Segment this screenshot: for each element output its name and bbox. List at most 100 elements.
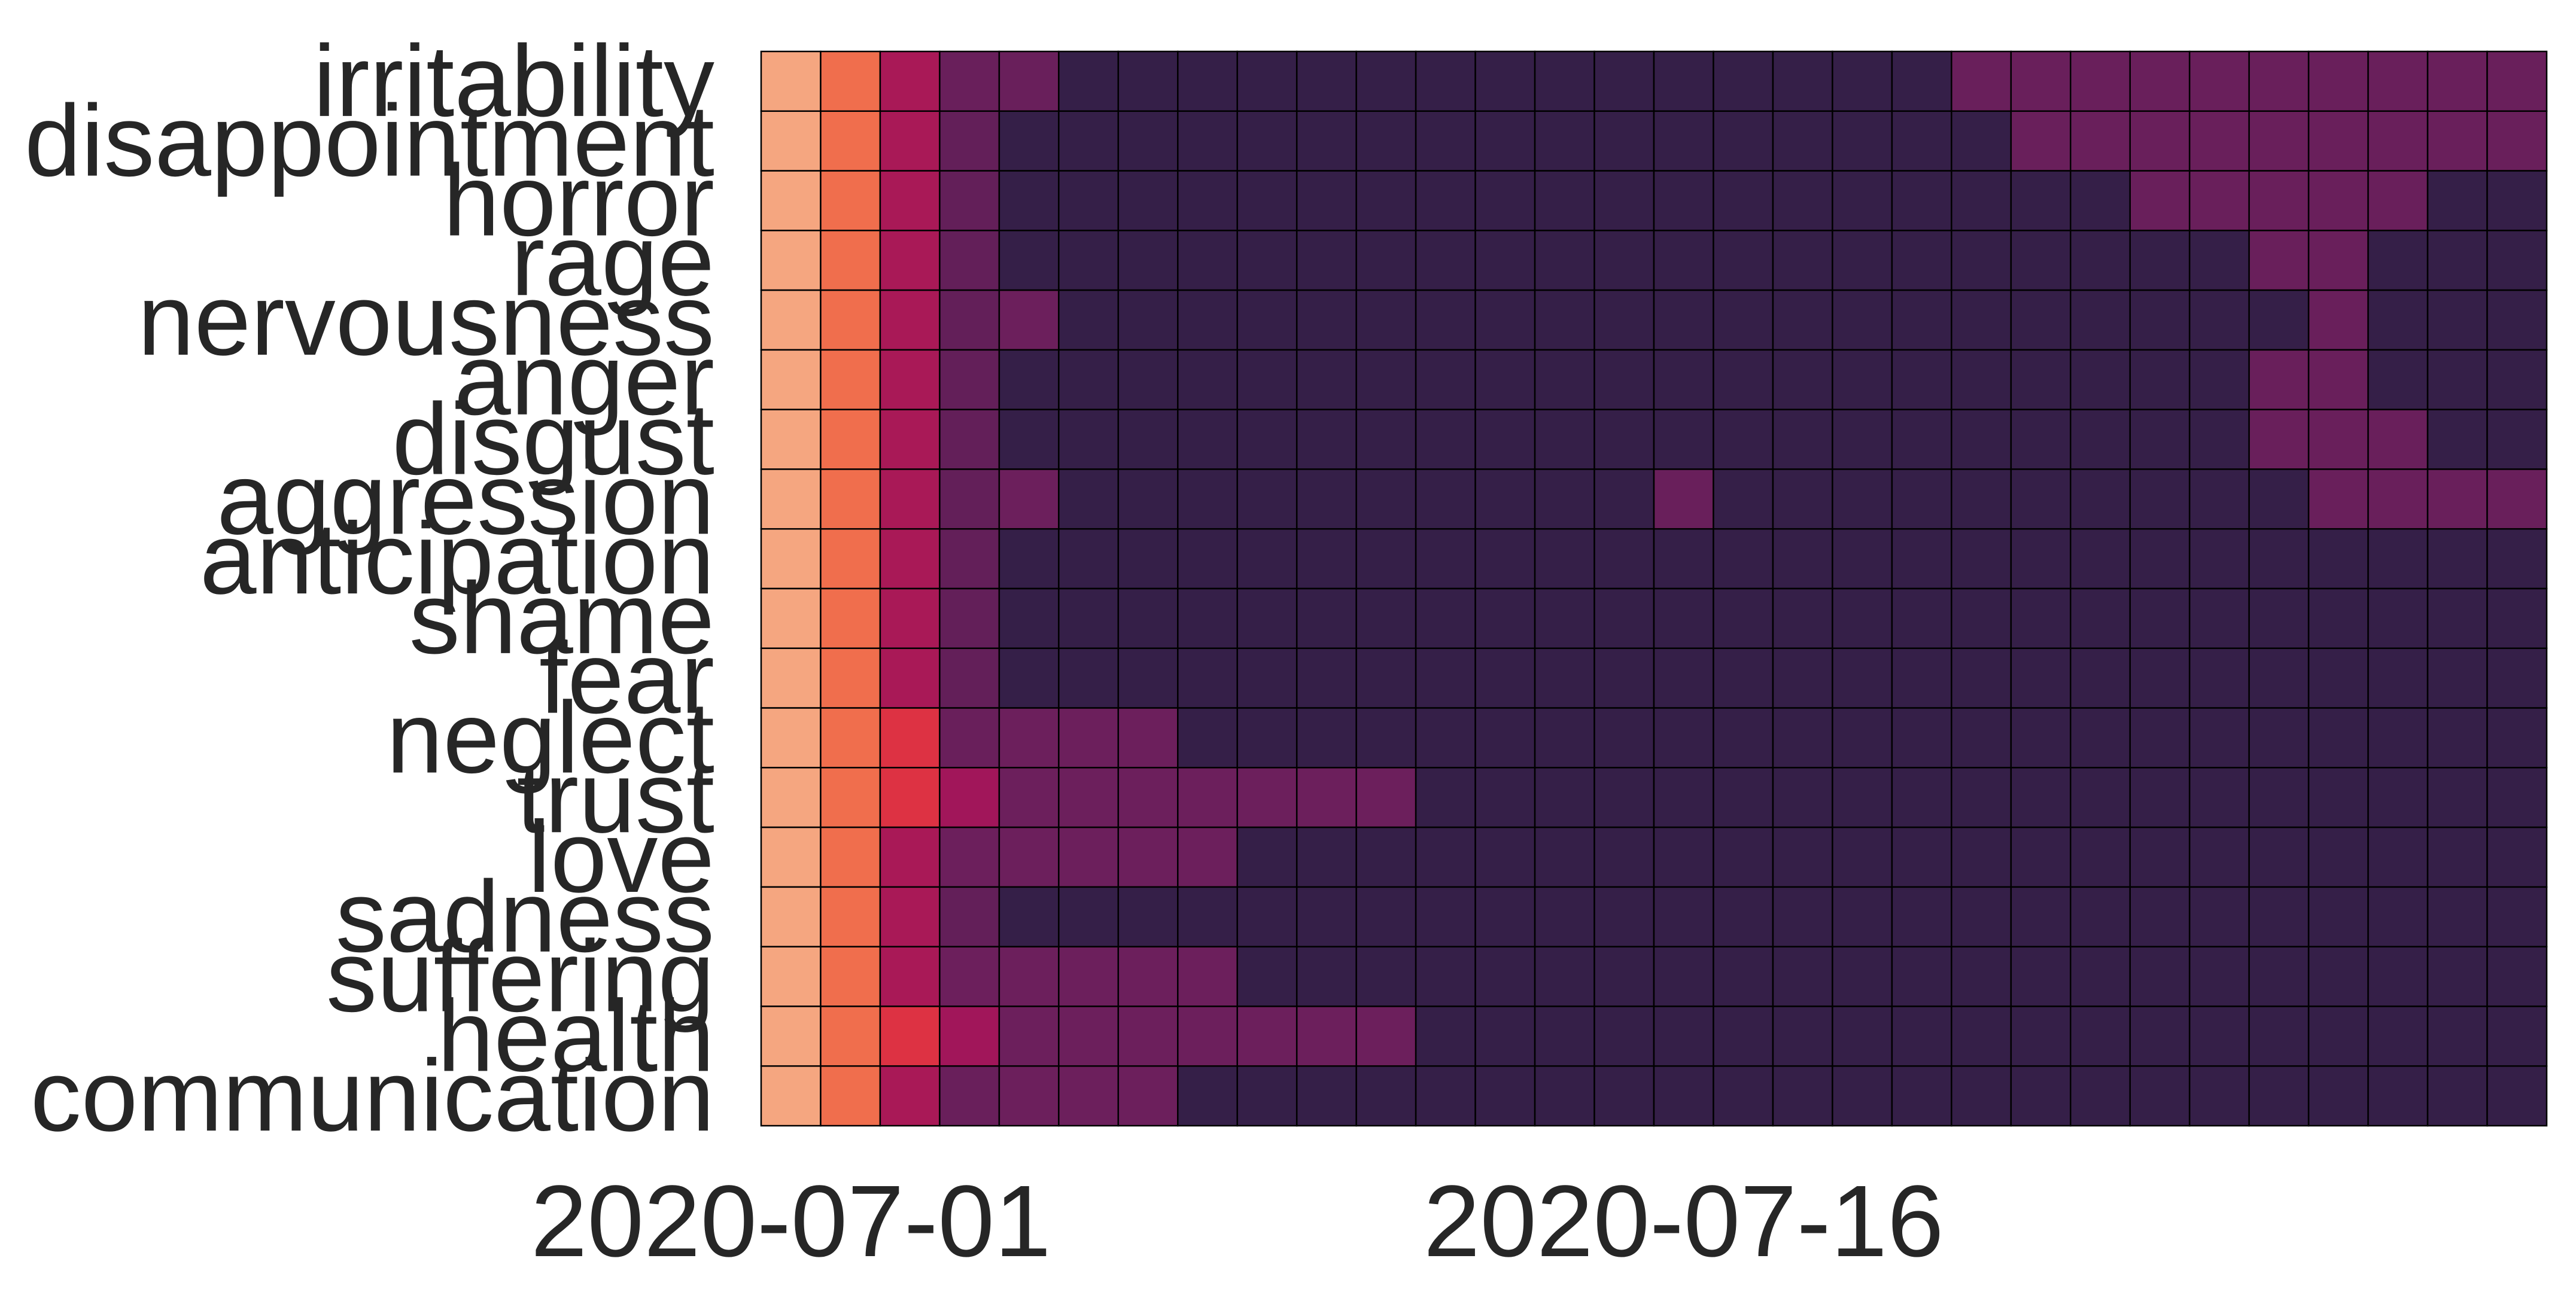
- heatmap-cell: [1653, 826, 1714, 888]
- heatmap-cell: [1295, 50, 1357, 112]
- y-tick-labels: irritabilitydisappointmenthorrorragenerv…: [25, 25, 714, 1153]
- heatmap-cell: [1295, 767, 1357, 828]
- heatmap-cell: [1295, 289, 1357, 351]
- heatmap-cell: [760, 349, 822, 410]
- heatmap-cell: [1653, 767, 1714, 828]
- heatmap-cell: [2010, 110, 2072, 172]
- heatmap-cell: [1474, 1006, 1536, 1067]
- heatmap-cell: [1295, 1006, 1357, 1067]
- heatmap-cell: [2367, 468, 2429, 530]
- y-tick-label: health: [437, 979, 714, 1093]
- heatmap-cell: [1117, 409, 1179, 470]
- heatmap-cell: [1415, 707, 1476, 769]
- heatmap-cell: [2188, 587, 2250, 650]
- heatmap-cell: [998, 587, 1060, 650]
- heatmap-cell: [1117, 647, 1179, 709]
- heatmap-cell: [1772, 946, 1833, 1007]
- heatmap-cell: [1832, 886, 1893, 947]
- heatmap-cell: [1058, 230, 1120, 291]
- heatmap-cell: [2129, 767, 2191, 828]
- heatmap-cell: [760, 707, 822, 769]
- heatmap-cell: [1415, 826, 1476, 888]
- heatmap-cell: [1534, 409, 1595, 470]
- heatmap-cell: [2367, 1006, 2429, 1067]
- heatmap-cell: [1832, 528, 1893, 590]
- heatmap-cell: [1415, 528, 1476, 590]
- heatmap-cell: [2426, 230, 2488, 291]
- heatmap-cell: [2367, 587, 2429, 650]
- heatmap-cell: [1713, 1065, 1774, 1127]
- heatmap-cell: [1117, 468, 1179, 530]
- heatmap-cell: [820, 468, 881, 530]
- heatmap-cell: [1117, 50, 1179, 112]
- heatmap-cell: [1891, 528, 1952, 590]
- heatmap-cell: [998, 409, 1060, 470]
- heatmap-cell: [1772, 289, 1833, 351]
- heatmap-cell: [2070, 349, 2131, 410]
- heatmap-cell: [1415, 886, 1476, 947]
- y-tick-label: love: [528, 800, 714, 914]
- heatmap-cell: [1236, 110, 1298, 172]
- heatmap-cell: [1355, 170, 1417, 231]
- heatmap-cell: [2367, 826, 2429, 888]
- heatmap-cell: [820, 1065, 881, 1127]
- heatmap-cell: [1593, 647, 1655, 709]
- heatmap-cell: [2367, 230, 2429, 291]
- heatmap-cell: [760, 767, 822, 828]
- heatmap-cell: [2070, 587, 2131, 650]
- heatmap-cell: [1891, 50, 1952, 112]
- heatmap-cell: [1295, 647, 1357, 709]
- heatmap-cell: [1593, 230, 1655, 291]
- heatmap-cell: [1177, 409, 1238, 470]
- heatmap-cell: [939, 50, 1000, 112]
- y-tick-label: anger: [454, 323, 714, 437]
- heatmap-cell: [1832, 647, 1893, 709]
- heatmap-cell: [1355, 409, 1417, 470]
- y-tick-label: shame: [409, 562, 714, 675]
- heatmap-cell: [1355, 587, 1417, 650]
- heatmap-cell: [1295, 409, 1357, 470]
- heatmap-cell: [2188, 349, 2250, 410]
- heatmap-cell: [1177, 230, 1238, 291]
- heatmap-cell: [1713, 289, 1774, 351]
- heatmap-cell: [1236, 946, 1298, 1007]
- heatmap-cell: [2307, 409, 2369, 470]
- heatmap-cell: [879, 409, 941, 470]
- heatmap-cell: [1891, 707, 1952, 769]
- heatmap-cell: [2070, 468, 2131, 530]
- heatmap-cell: [1058, 1065, 1120, 1127]
- heatmap-cell: [1058, 409, 1120, 470]
- heatmap-cell: [760, 946, 822, 1007]
- heatmap-cell: [2010, 349, 2072, 410]
- heatmap-cell: [1593, 349, 1655, 410]
- heatmap-cell: [1653, 1065, 1714, 1127]
- heatmap-cell: [1593, 946, 1655, 1007]
- heatmap-cell: [760, 409, 822, 470]
- heatmap-cell: [1772, 50, 1833, 112]
- heatmap-cell: [1415, 289, 1476, 351]
- heatmap-cell: [2486, 886, 2548, 947]
- heatmap-cell: [1713, 1006, 1774, 1067]
- heatmap-cell: [2486, 468, 2548, 530]
- heatmap-cell: [2010, 409, 2072, 470]
- heatmap-cell: [1295, 349, 1357, 410]
- heatmap-cell: [1295, 468, 1357, 530]
- heatmap-cell: [1058, 289, 1120, 351]
- heatmap-cell: [1474, 468, 1536, 530]
- heatmap-cell: [1295, 1065, 1357, 1127]
- heatmap-cell: [1415, 587, 1476, 650]
- heatmap-cell: [1772, 170, 1833, 231]
- heatmap-cell: [1474, 946, 1536, 1007]
- heatmap-cell: [1951, 289, 2012, 351]
- heatmap-cell: [2010, 528, 2072, 590]
- heatmap-cell: [2426, 110, 2488, 172]
- heatmap-cell: [2248, 468, 2310, 530]
- heatmap-cell: [1593, 289, 1655, 351]
- heatmap-cell: [1891, 1065, 1952, 1127]
- heatmap-cell: [1713, 110, 1774, 172]
- heatmap-cell: [998, 468, 1060, 530]
- heatmap-cell: [2307, 50, 2369, 112]
- heatmap-cell: [820, 767, 881, 828]
- heatmap-cell: [1593, 826, 1655, 888]
